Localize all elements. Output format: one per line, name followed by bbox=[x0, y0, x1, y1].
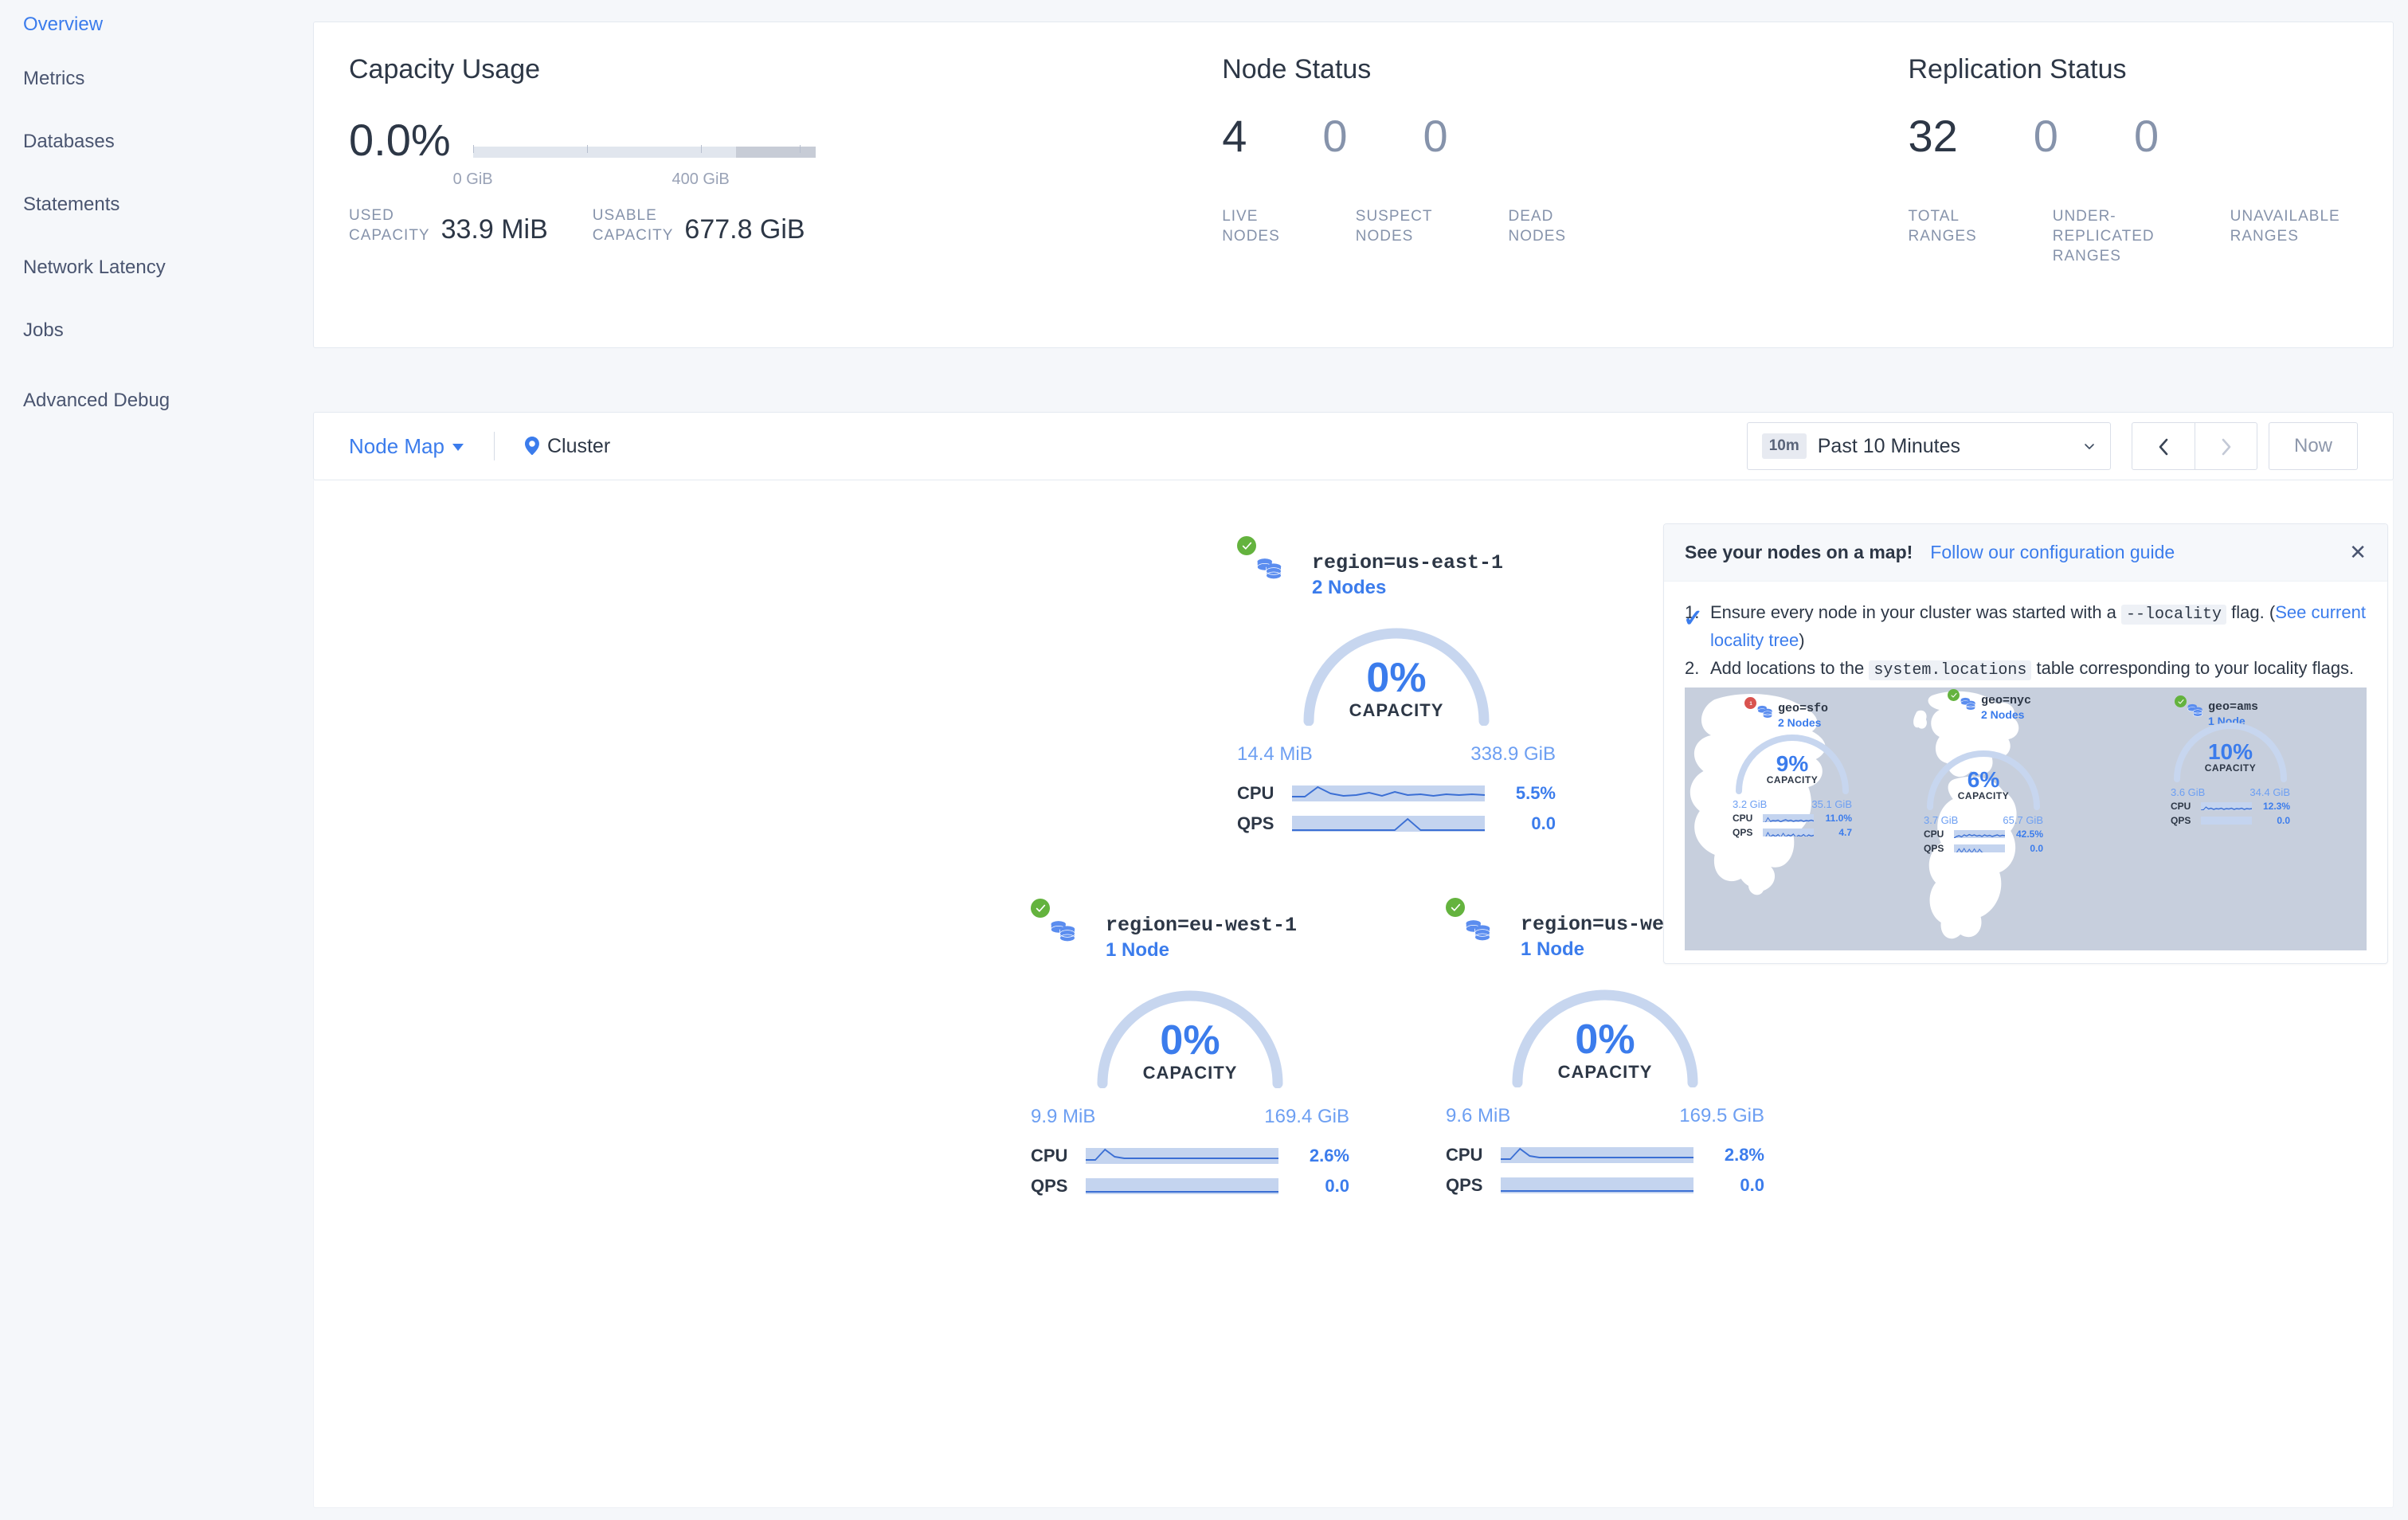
svg-text:1: 1 bbox=[1749, 702, 1752, 707]
